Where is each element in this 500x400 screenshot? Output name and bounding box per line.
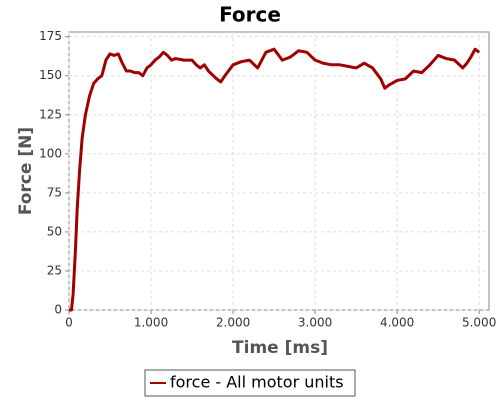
- x-tick-label: 2.000: [216, 316, 250, 330]
- chart-title: Force: [219, 3, 281, 27]
- x-tick-label: 5.000: [462, 316, 496, 330]
- plot-area: [68, 31, 490, 311]
- y-tick-label: 25: [47, 263, 62, 277]
- y-tick-label: 50: [47, 224, 62, 238]
- x-axis-label: Time [ms]: [232, 338, 328, 358]
- y-tick-label: 0: [54, 303, 62, 317]
- x-tick-label: 3.000: [298, 316, 332, 330]
- data-line: [69, 47, 481, 312]
- y-tick-label: 125: [39, 107, 62, 121]
- x-tick-label: 1.000: [134, 316, 168, 330]
- y-axis-label: Force [N]: [16, 127, 36, 215]
- y-tick-label: 100: [39, 146, 62, 160]
- y-tick-label: 75: [47, 185, 62, 199]
- y-tick-label: 150: [39, 68, 62, 82]
- legend-label: force - All motor units: [170, 373, 344, 392]
- x-tick-label: 4.000: [380, 316, 414, 330]
- x-tick-label: 0: [65, 316, 73, 330]
- legend-box: [144, 369, 356, 397]
- y-tick-label: 175: [39, 29, 62, 43]
